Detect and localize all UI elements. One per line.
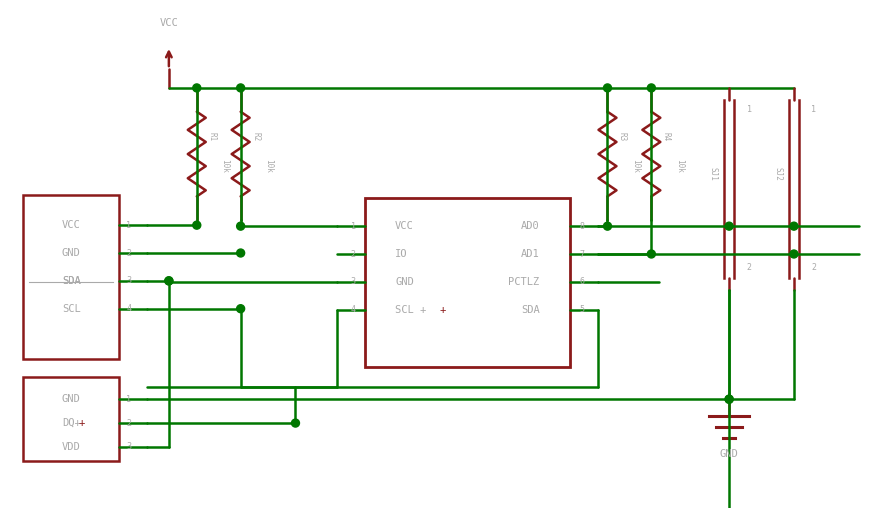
Text: R2: R2 [251, 131, 260, 141]
Circle shape [193, 221, 201, 229]
Text: VCC: VCC [160, 18, 178, 29]
Text: 10k: 10k [674, 159, 684, 173]
Circle shape [648, 84, 656, 92]
Text: +: + [440, 305, 446, 315]
Circle shape [604, 222, 612, 230]
Text: 5: 5 [579, 305, 584, 314]
Text: PCTLZ: PCTLZ [508, 277, 540, 287]
Text: 10k: 10k [220, 159, 229, 173]
Text: 6: 6 [579, 277, 584, 287]
Text: SCL: SCL [62, 304, 80, 314]
Text: AD1: AD1 [521, 249, 540, 259]
Text: SJ2: SJ2 [773, 167, 782, 181]
Circle shape [790, 250, 798, 258]
Text: 3: 3 [127, 276, 131, 286]
Text: 2: 2 [127, 418, 131, 428]
Text: IO: IO [395, 249, 408, 259]
Text: R3: R3 [618, 131, 627, 141]
Text: 7: 7 [579, 249, 584, 259]
Text: 4: 4 [127, 304, 131, 313]
Text: 1: 1 [747, 105, 752, 115]
Circle shape [725, 222, 733, 230]
Circle shape [165, 277, 173, 285]
Text: R1: R1 [207, 131, 216, 141]
Text: VCC: VCC [62, 220, 80, 230]
Text: GND: GND [62, 248, 80, 258]
Text: GND: GND [720, 449, 739, 459]
Text: GND: GND [62, 394, 80, 404]
Text: 3: 3 [127, 442, 131, 451]
Circle shape [292, 419, 300, 427]
Text: 2: 2 [747, 264, 752, 272]
Text: 4: 4 [351, 305, 356, 314]
Circle shape [236, 305, 244, 313]
Text: SCL +: SCL + [395, 305, 426, 315]
Text: GND: GND [395, 277, 414, 287]
Circle shape [193, 84, 201, 92]
Text: 2: 2 [127, 248, 131, 258]
Circle shape [236, 222, 244, 230]
Text: 1: 1 [127, 221, 131, 230]
Text: 8: 8 [579, 221, 584, 231]
Text: VDD: VDD [62, 442, 80, 452]
Circle shape [648, 250, 656, 258]
Text: R4: R4 [662, 131, 671, 141]
Circle shape [236, 84, 244, 92]
Text: 1: 1 [127, 394, 131, 404]
Text: SDA: SDA [521, 305, 540, 315]
Circle shape [725, 395, 733, 403]
Text: AD0: AD0 [521, 221, 540, 231]
Circle shape [790, 222, 798, 230]
Circle shape [725, 395, 733, 403]
Circle shape [165, 277, 173, 285]
Text: VCC: VCC [395, 221, 414, 231]
Text: DQ+: DQ+ [62, 418, 80, 428]
Text: 10k: 10k [631, 159, 640, 173]
Circle shape [604, 84, 612, 92]
Text: SDA: SDA [62, 276, 80, 286]
Text: SJ1: SJ1 [708, 167, 718, 181]
Text: +: + [78, 418, 84, 428]
Circle shape [236, 249, 244, 257]
Text: 2: 2 [351, 249, 356, 259]
Text: SDA: SDA [62, 276, 80, 286]
Text: 1: 1 [812, 105, 816, 115]
Text: 1: 1 [351, 221, 356, 231]
Text: 3: 3 [351, 277, 356, 287]
Text: 2: 2 [812, 264, 816, 272]
Text: 10k: 10k [264, 159, 273, 173]
